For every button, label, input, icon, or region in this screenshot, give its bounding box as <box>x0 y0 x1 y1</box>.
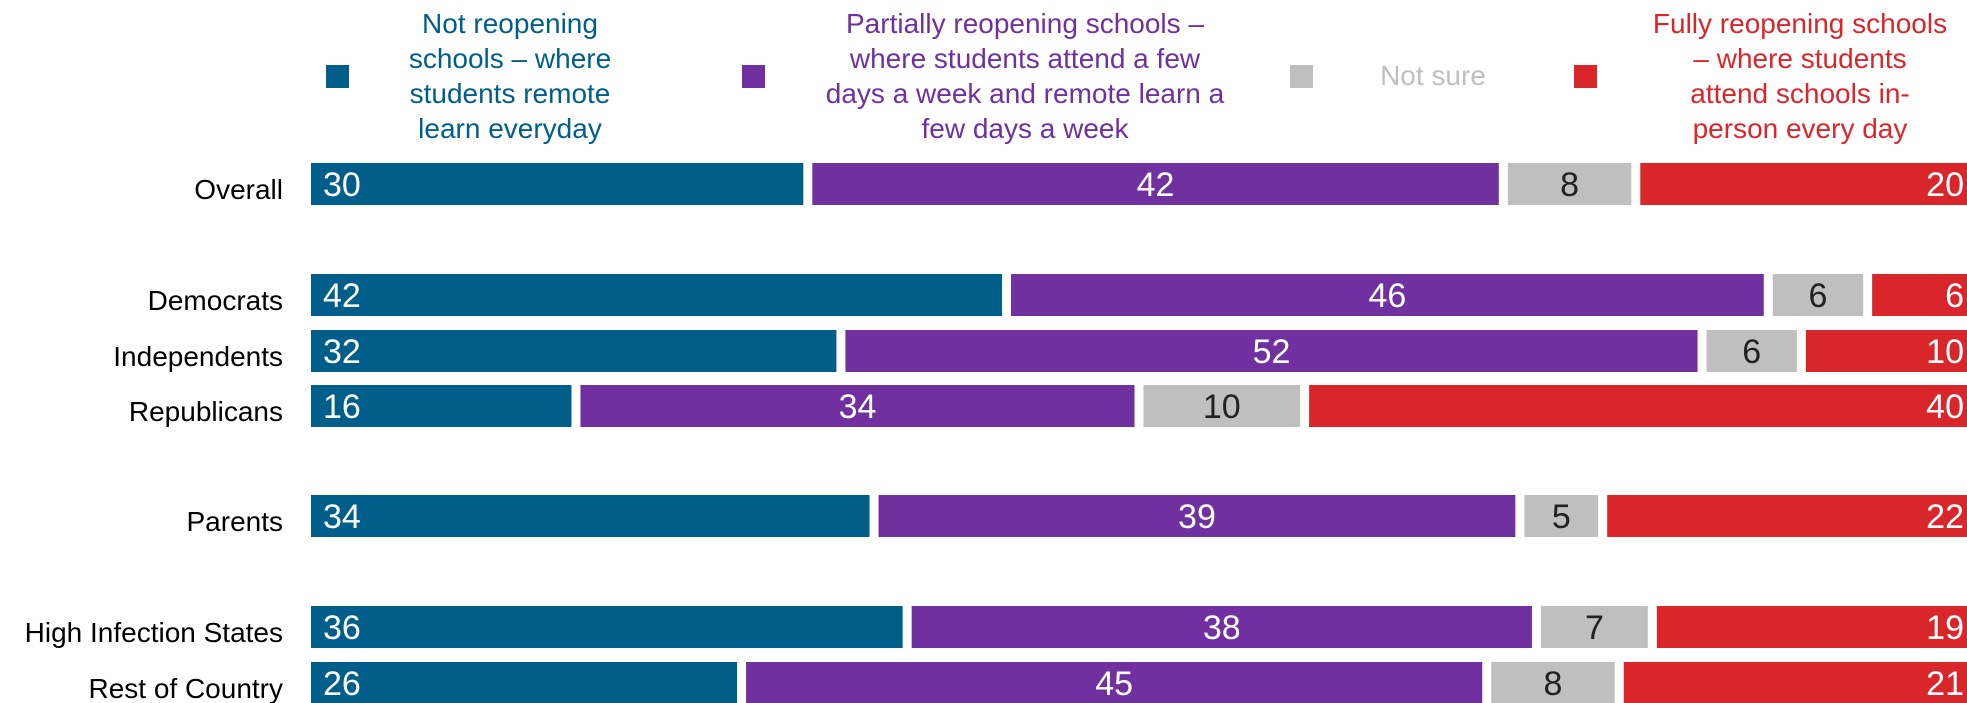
bar-segment <box>1309 385 1967 427</box>
bar-segment <box>1540 606 1648 648</box>
legend-label-1: Not reopening schools – where students rem… <box>409 8 611 144</box>
bar-segment <box>311 163 804 205</box>
bar-segment <box>1656 606 1967 648</box>
data-label: 36 <box>323 609 361 647</box>
data-label: 42 <box>1137 166 1175 204</box>
bar-segment <box>311 330 837 372</box>
bar-segment <box>1143 385 1301 427</box>
bar-segment <box>311 662 738 703</box>
legend-label-4: Fully reopening schools – where students a… <box>1653 8 1947 144</box>
data-label: 6 <box>1808 277 1827 315</box>
category-label: Overall <box>194 174 283 205</box>
bar-segment <box>1772 274 1864 316</box>
bar-segment <box>1872 274 1967 316</box>
bar-segment <box>812 163 1499 205</box>
bar-segment <box>311 495 870 537</box>
data-label: 10 <box>1203 388 1241 426</box>
legend-swatch-3 <box>1290 65 1313 88</box>
bar-segment <box>845 330 1698 372</box>
bar-segment <box>1507 163 1632 205</box>
legend: Not reopening schools – where students rem… <box>326 8 1947 144</box>
bar-segment <box>1011 274 1764 316</box>
data-label: 10 <box>1926 333 1964 371</box>
bar-segment <box>311 385 572 427</box>
bar-segment <box>746 662 1483 703</box>
data-label: 32 <box>323 333 361 371</box>
data-label: 8 <box>1544 665 1563 703</box>
legend-swatch-4 <box>1574 65 1597 88</box>
data-label: 30 <box>323 166 361 204</box>
bar-segment <box>1623 662 1967 703</box>
bar-segment <box>580 385 1135 427</box>
data-label: 34 <box>323 498 361 536</box>
data-label: 40 <box>1926 388 1964 426</box>
bar-row: Overall 30 42 8 20 <box>194 163 1967 205</box>
category-label: Democrats <box>148 285 283 316</box>
bar-segment <box>1607 495 1967 537</box>
category-label: High Infection States <box>25 617 283 648</box>
legend-swatch-2 <box>742 65 765 88</box>
category-label: Republicans <box>129 396 283 427</box>
bar-segment <box>878 495 1516 537</box>
data-label: 19 <box>1926 609 1964 647</box>
data-label: 21 <box>1926 665 1964 703</box>
bar-segment <box>1640 163 1967 205</box>
data-label: 45 <box>1095 665 1133 703</box>
bar-segment <box>1706 330 1797 372</box>
data-label: 34 <box>839 388 877 426</box>
bar-row: Rest of Country 26 45 8 21 <box>88 662 1967 703</box>
legend-label-2: Partially reopening schools – where stude… <box>826 8 1225 144</box>
data-label: 6 <box>1945 277 1964 315</box>
legend-label-3: Not sure <box>1380 60 1486 91</box>
data-label: 22 <box>1926 498 1964 536</box>
category-label: Rest of Country <box>88 673 283 703</box>
data-label: 16 <box>323 388 361 426</box>
data-label: 7 <box>1585 609 1604 647</box>
bar-row: Parents 34 39 5 22 <box>187 495 1967 537</box>
bar-row: Democrats 42 46 6 6 <box>148 274 1967 316</box>
data-label: 6 <box>1742 333 1761 371</box>
bar-segment <box>311 606 903 648</box>
legend-swatch-1 <box>326 65 349 88</box>
bar-segment <box>1805 330 1967 372</box>
data-label: 39 <box>1178 498 1216 536</box>
data-label: 5 <box>1552 498 1571 536</box>
bar-row: High Infection States 36 38 7 19 <box>25 606 1967 648</box>
data-label: 52 <box>1253 333 1291 371</box>
bar-segment <box>911 606 1532 648</box>
category-label: Independents <box>113 341 283 372</box>
data-label: 42 <box>323 277 361 315</box>
data-label: 38 <box>1203 609 1241 647</box>
bar-row: Republicans 16 34 10 40 <box>129 385 1967 427</box>
bar-segment <box>1524 495 1599 537</box>
bar-row: Independents 32 52 6 10 <box>113 330 1967 372</box>
data-label: 46 <box>1368 277 1406 315</box>
data-label: 8 <box>1560 166 1579 204</box>
data-label: 26 <box>323 665 361 703</box>
bar-segment <box>311 274 1003 316</box>
category-label: Parents <box>187 506 284 537</box>
data-label: 20 <box>1926 166 1964 204</box>
bar-segment <box>1491 662 1615 703</box>
